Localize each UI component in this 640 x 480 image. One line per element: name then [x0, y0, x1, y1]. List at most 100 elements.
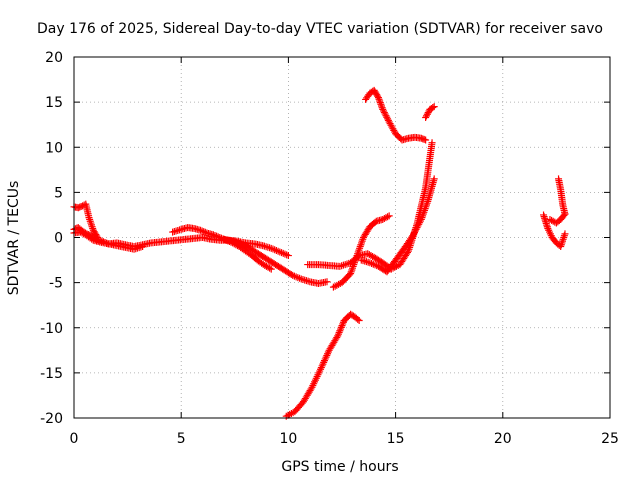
sat-d-trace-mark — [201, 228, 209, 236]
y-tick-label: 5 — [54, 185, 63, 201]
sat-f-trace-mark — [319, 360, 327, 368]
sat-b-trace-mark — [86, 217, 94, 225]
sat-j-trace-mark — [381, 110, 389, 118]
sat-f-trace-mark — [324, 348, 332, 356]
sat-a-trace-mark — [269, 245, 277, 253]
x-tick-label: 5 — [177, 431, 186, 447]
sat-g-trace-mark — [338, 262, 346, 270]
plot-frame — [73, 56, 611, 419]
sat-g-trace-mark — [404, 249, 412, 257]
y-tick-label: -15 — [40, 366, 63, 382]
sat-k-point — [422, 113, 430, 121]
sat-j-trace-mark — [420, 135, 428, 143]
sat-i-trace-mark — [416, 219, 424, 227]
sat-f-trace-mark — [335, 328, 343, 336]
sat-f-trace-mark — [323, 351, 331, 359]
sat-j-trace-mark — [378, 102, 386, 110]
sat-a-point — [284, 252, 292, 260]
sat-f-point — [355, 317, 363, 325]
y-tick-label: 20 — [45, 50, 63, 66]
sat-a-trace-mark — [281, 250, 289, 258]
sat-k-point — [430, 103, 438, 111]
sat-k-trace-mark — [422, 112, 430, 120]
sat-f-trace-mark — [339, 320, 347, 328]
sat-g-point — [428, 139, 436, 147]
sat-j-trace-mark — [384, 115, 392, 123]
sat-i-trace-mark — [413, 224, 421, 232]
sat-i-trace-mark — [412, 225, 420, 233]
sat-j-trace-mark — [376, 99, 384, 107]
sat-a-point — [267, 244, 275, 252]
sat-f-trace-mark — [333, 333, 341, 341]
x-tick-label: 10 — [279, 431, 297, 447]
sat-j-trace-mark — [382, 112, 390, 120]
sat-f-trace-mark — [334, 330, 342, 338]
sat-l-trace-mark — [560, 234, 568, 241]
sat-e-trace-mark — [290, 272, 298, 280]
sat-j-trace-mark — [374, 92, 382, 100]
y-tick-label: 15 — [45, 95, 63, 111]
x-tick-label: 25 — [601, 431, 619, 447]
y-tick-label: -20 — [40, 411, 63, 427]
sat-c-point — [139, 243, 147, 251]
sat-l-trace-mark — [560, 232, 568, 240]
sat-c-trace-mark — [90, 234, 98, 242]
sat-d-trace-mark — [211, 231, 219, 239]
sat-f-trace-mark — [338, 322, 346, 330]
sat-d-trace-mark — [200, 228, 208, 236]
data-points — [70, 86, 569, 420]
sat-a-point — [276, 248, 284, 256]
sat-f-point — [334, 332, 342, 340]
sat-i-trace-mark — [368, 259, 376, 267]
sat-f-trace-mark — [318, 362, 326, 370]
sat-f-trace-mark — [321, 355, 329, 363]
sat-j-trace-mark — [380, 109, 388, 117]
sat-e-trace-mark — [296, 274, 304, 282]
sat-m-trace-mark — [549, 217, 557, 225]
sat-i-trace-mark — [410, 228, 418, 236]
sat-e-trace-mark — [292, 273, 300, 281]
y-tick-label: 10 — [45, 140, 63, 156]
y-axis-label: SDTVAR / TECUs — [6, 181, 22, 296]
sat-j-trace-mark — [384, 116, 392, 124]
sat-g-trace-mark — [339, 261, 347, 269]
sat-n-point — [561, 210, 569, 218]
sat-c-trace-mark — [103, 239, 111, 247]
sat-b-trace-mark — [87, 221, 95, 229]
sat-k-trace-mark — [429, 104, 437, 112]
sat-d-trace-mark — [214, 233, 222, 241]
sat-c-trace-mark — [99, 238, 107, 246]
sat-i-trace-mark — [411, 227, 419, 235]
sat-j-point — [422, 136, 430, 144]
sat-k-trace-mark — [423, 110, 431, 118]
sat-d-point — [216, 234, 224, 241]
sat-f-trace-mark — [320, 358, 328, 366]
sat-f-trace-mark — [322, 353, 330, 361]
sat-f-trace-mark — [337, 325, 345, 333]
y-tick-label: -10 — [40, 321, 63, 337]
sat-e-point — [323, 278, 331, 286]
sat-i-point — [409, 232, 417, 240]
sat-e-trace-mark — [287, 271, 295, 279]
sat-c-trace-mark — [101, 238, 109, 246]
sat-d-point — [267, 265, 275, 273]
sat-e-point — [289, 271, 297, 279]
sat-d-trace-mark — [198, 227, 206, 235]
sat-c-point — [98, 237, 106, 245]
sat-i-trace-mark — [416, 217, 424, 225]
sat-l-trace-mark — [559, 235, 567, 243]
sat-a-trace-mark — [278, 249, 286, 257]
sat-b-trace-mark — [86, 215, 94, 223]
sat-j-trace-mark — [376, 97, 384, 105]
sat-k-trace-mark — [424, 109, 432, 117]
y-tick-label: -5 — [49, 276, 63, 292]
sat-h-point — [385, 212, 393, 220]
sat-i-point — [430, 175, 438, 183]
x-tick-label: 15 — [387, 431, 405, 447]
sat-f-trace-mark — [336, 327, 344, 335]
sat-i-trace-mark — [414, 222, 422, 230]
chart-title: Day 176 of 2025, Sidereal Day-to-day VTE… — [37, 21, 603, 37]
sat-e-trace-mark — [294, 274, 302, 282]
sat-a-trace-mark — [272, 246, 280, 254]
